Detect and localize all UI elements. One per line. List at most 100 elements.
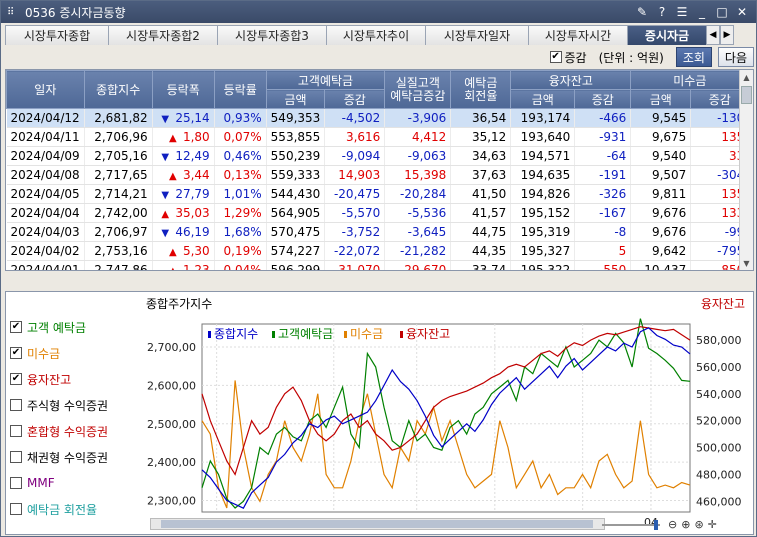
header-unpaid-amount[interactable]: 금액: [630, 89, 692, 109]
cell-cred_d: -326: [574, 184, 632, 204]
tab-5[interactable]: 시장투자일자: [425, 25, 529, 45]
checkbox-checked-icon[interactable]: ✔: [10, 347, 22, 359]
cell-index: 2,742,00: [84, 203, 153, 223]
cell-dep_d: 14,903: [324, 165, 386, 185]
checkbox-checked-icon[interactable]: ✔: [549, 51, 562, 63]
header-index[interactable]: 종합지수: [83, 70, 153, 109]
header-deposit-diff[interactable]: 증감: [324, 89, 386, 109]
table-row[interactable]: 2024/04/012,747,86▲1,230,04%596,29931,07…: [6, 260, 750, 270]
tab-6[interactable]: 시장투자시간: [528, 25, 628, 45]
scroll-thumb[interactable]: [741, 86, 752, 104]
cell-cred: 195,327: [510, 241, 576, 261]
tab-2[interactable]: 시장투자종합2: [108, 25, 218, 45]
next-button[interactable]: 다음: [717, 47, 754, 67]
series-option[interactable]: ✔ 미수금: [10, 340, 138, 366]
series-option[interactable]: 예탁금 회전율: [10, 496, 138, 522]
search-button[interactable]: 조회: [675, 47, 712, 67]
cell-cred: 194,826: [510, 184, 576, 204]
cell-real: 15,398: [384, 165, 452, 185]
help-icon[interactable]: ?: [658, 5, 666, 19]
header-unpaid[interactable]: 미수금: [630, 70, 750, 90]
cell-dep: 544,430: [266, 184, 326, 204]
cell-dep: 553,855: [266, 127, 326, 147]
cell-unp_d: -795: [690, 241, 750, 261]
right-tick-label: 560,000: [696, 361, 742, 374]
series-option[interactable]: 채권형 수익증권: [10, 444, 138, 470]
checkbox-empty-icon[interactable]: [10, 503, 22, 515]
cell-turn: 35,12: [450, 127, 512, 147]
checkbox-checked-icon[interactable]: ✔: [10, 373, 22, 385]
minimize-icon[interactable]: _: [699, 5, 705, 19]
legend-item: 미수금: [350, 327, 383, 341]
checkbox-empty-icon[interactable]: [10, 399, 22, 411]
series-option[interactable]: ✔ 융자잔고: [10, 366, 138, 392]
header-rate[interactable]: 등락률: [213, 70, 267, 109]
tab-next-icon[interactable]: ▶: [720, 25, 734, 45]
tab-4[interactable]: 시장투자추이: [326, 25, 426, 45]
down-triangle-icon: ▼: [161, 190, 170, 201]
tab-3[interactable]: 시장투자종합3: [217, 25, 327, 45]
header-real-deposit[interactable]: 실질고객 예탁금증감: [384, 70, 452, 109]
chart-scroll-thumb[interactable]: [161, 520, 593, 528]
close-icon[interactable]: ✕: [736, 5, 748, 19]
table-row[interactable]: 2024/04/11 2,706,96 ▲ 1,80 0,07% 553,855 3,616…: [6, 127, 750, 147]
series-option[interactable]: 주식형 수익증권: [10, 392, 138, 418]
cell-unp: 9,540: [630, 146, 692, 166]
series-option[interactable]: MMF: [10, 470, 138, 496]
maximize-icon[interactable]: □: [716, 5, 728, 19]
header-deposit[interactable]: 고객예탁금: [265, 70, 386, 90]
right-tick-label: 500,000: [696, 442, 742, 455]
series-option-label: 예탁금 회전율: [27, 502, 98, 517]
table-row[interactable]: 2024/04/03 2,706,97 ▼ 46,19 1,68% 570,475 -3,7…: [6, 222, 750, 242]
zoom-in-icon[interactable]: ⊕: [681, 518, 691, 531]
checkbox-empty-icon[interactable]: [10, 477, 22, 489]
series-line-index: [201, 327, 691, 509]
header-credit[interactable]: 융자잔고: [510, 70, 632, 90]
table-row[interactable]: 2024/04/02 2,753,16 ▲ 5,30 0,19% 574,227 -22,0…: [6, 241, 750, 261]
table-row[interactable]: 2024/04/12 2,681,82 ▼ 25,14 0,93% 549,353 -4,5…: [6, 108, 750, 128]
cell-turn: 44,75: [450, 222, 512, 242]
series-option[interactable]: 혼합형 수익증권: [10, 418, 138, 444]
header-credit-amount[interactable]: 금액: [510, 89, 576, 109]
header-credit-diff[interactable]: 증감: [574, 89, 632, 109]
series-option[interactable]: ✔ 고객 예탁금: [10, 314, 138, 340]
cell-turn: 34,63: [450, 146, 512, 166]
scroll-up-icon[interactable]: ▲: [743, 72, 750, 82]
grip-icon[interactable]: ⠿: [7, 6, 14, 18]
table-row[interactable]: 2024/04/08 2,717,65 ▲ 3,44 0,13% 559,333 14,90…: [6, 165, 750, 185]
cell-unp_d: 133: [690, 203, 750, 223]
checkbox-empty-icon[interactable]: [10, 425, 22, 437]
tab-1[interactable]: 시장투자종합: [5, 25, 109, 45]
scroll-down-icon[interactable]: ▼: [743, 258, 750, 268]
table-row[interactable]: 2024/04/05 2,714,21 ▼ 27,79 1,01% 544,430 -20,…: [6, 184, 750, 204]
header-date[interactable]: 일자: [6, 70, 85, 109]
tab-prev-icon[interactable]: ◀: [706, 25, 720, 45]
checkbox-checked-icon[interactable]: ✔: [10, 321, 22, 333]
table-row[interactable]: 2024/04/04 2,742,00 ▲ 35,03 1,29% 564,905 -5,5…: [6, 203, 750, 223]
line-chart[interactable]: 2,700,00 2,600,00 2,500,00 2,400,00 2,300,00…: [140, 310, 750, 528]
chart-scrollbar[interactable]: [150, 518, 605, 530]
table-row[interactable]: 2024/04/09 2,705,16 ▼ 12,49 0,46% 550,239 -9,0…: [6, 146, 750, 166]
series-option-label: 채권형 수익증권: [27, 450, 109, 465]
checkbox-empty-icon[interactable]: [10, 451, 22, 463]
header-unpaid-diff[interactable]: 증감: [690, 89, 750, 109]
header-change[interactable]: 등락폭: [151, 70, 215, 109]
left-tick-label: 2,700,00: [147, 341, 196, 354]
cell-unp: 9,675: [630, 127, 692, 147]
zoom-fit-icon[interactable]: ⊛: [694, 518, 704, 531]
pin-icon[interactable]: ✎: [636, 5, 648, 19]
header-turnover[interactable]: 예탁금 회전율: [450, 70, 512, 109]
tab-7[interactable]: 증시자금: [627, 25, 707, 45]
zoom-slider[interactable]: [602, 519, 660, 530]
cell-date: 2024/04/02: [6, 241, 85, 261]
zoom-out-icon[interactable]: ⊖: [668, 518, 678, 531]
change-value: 35,03: [175, 206, 210, 220]
header-deposit-amount[interactable]: 금액: [265, 89, 326, 109]
cell-rate: 1,29%: [214, 203, 267, 223]
crosshair-icon[interactable]: ✛: [707, 518, 717, 531]
change-checkbox[interactable]: ✔ 증감: [549, 49, 587, 66]
cell-unp: 10,437: [630, 260, 692, 270]
table-vertical-scrollbar[interactable]: ▲ ▼: [739, 70, 753, 270]
menu-icon[interactable]: ☰: [676, 5, 688, 19]
